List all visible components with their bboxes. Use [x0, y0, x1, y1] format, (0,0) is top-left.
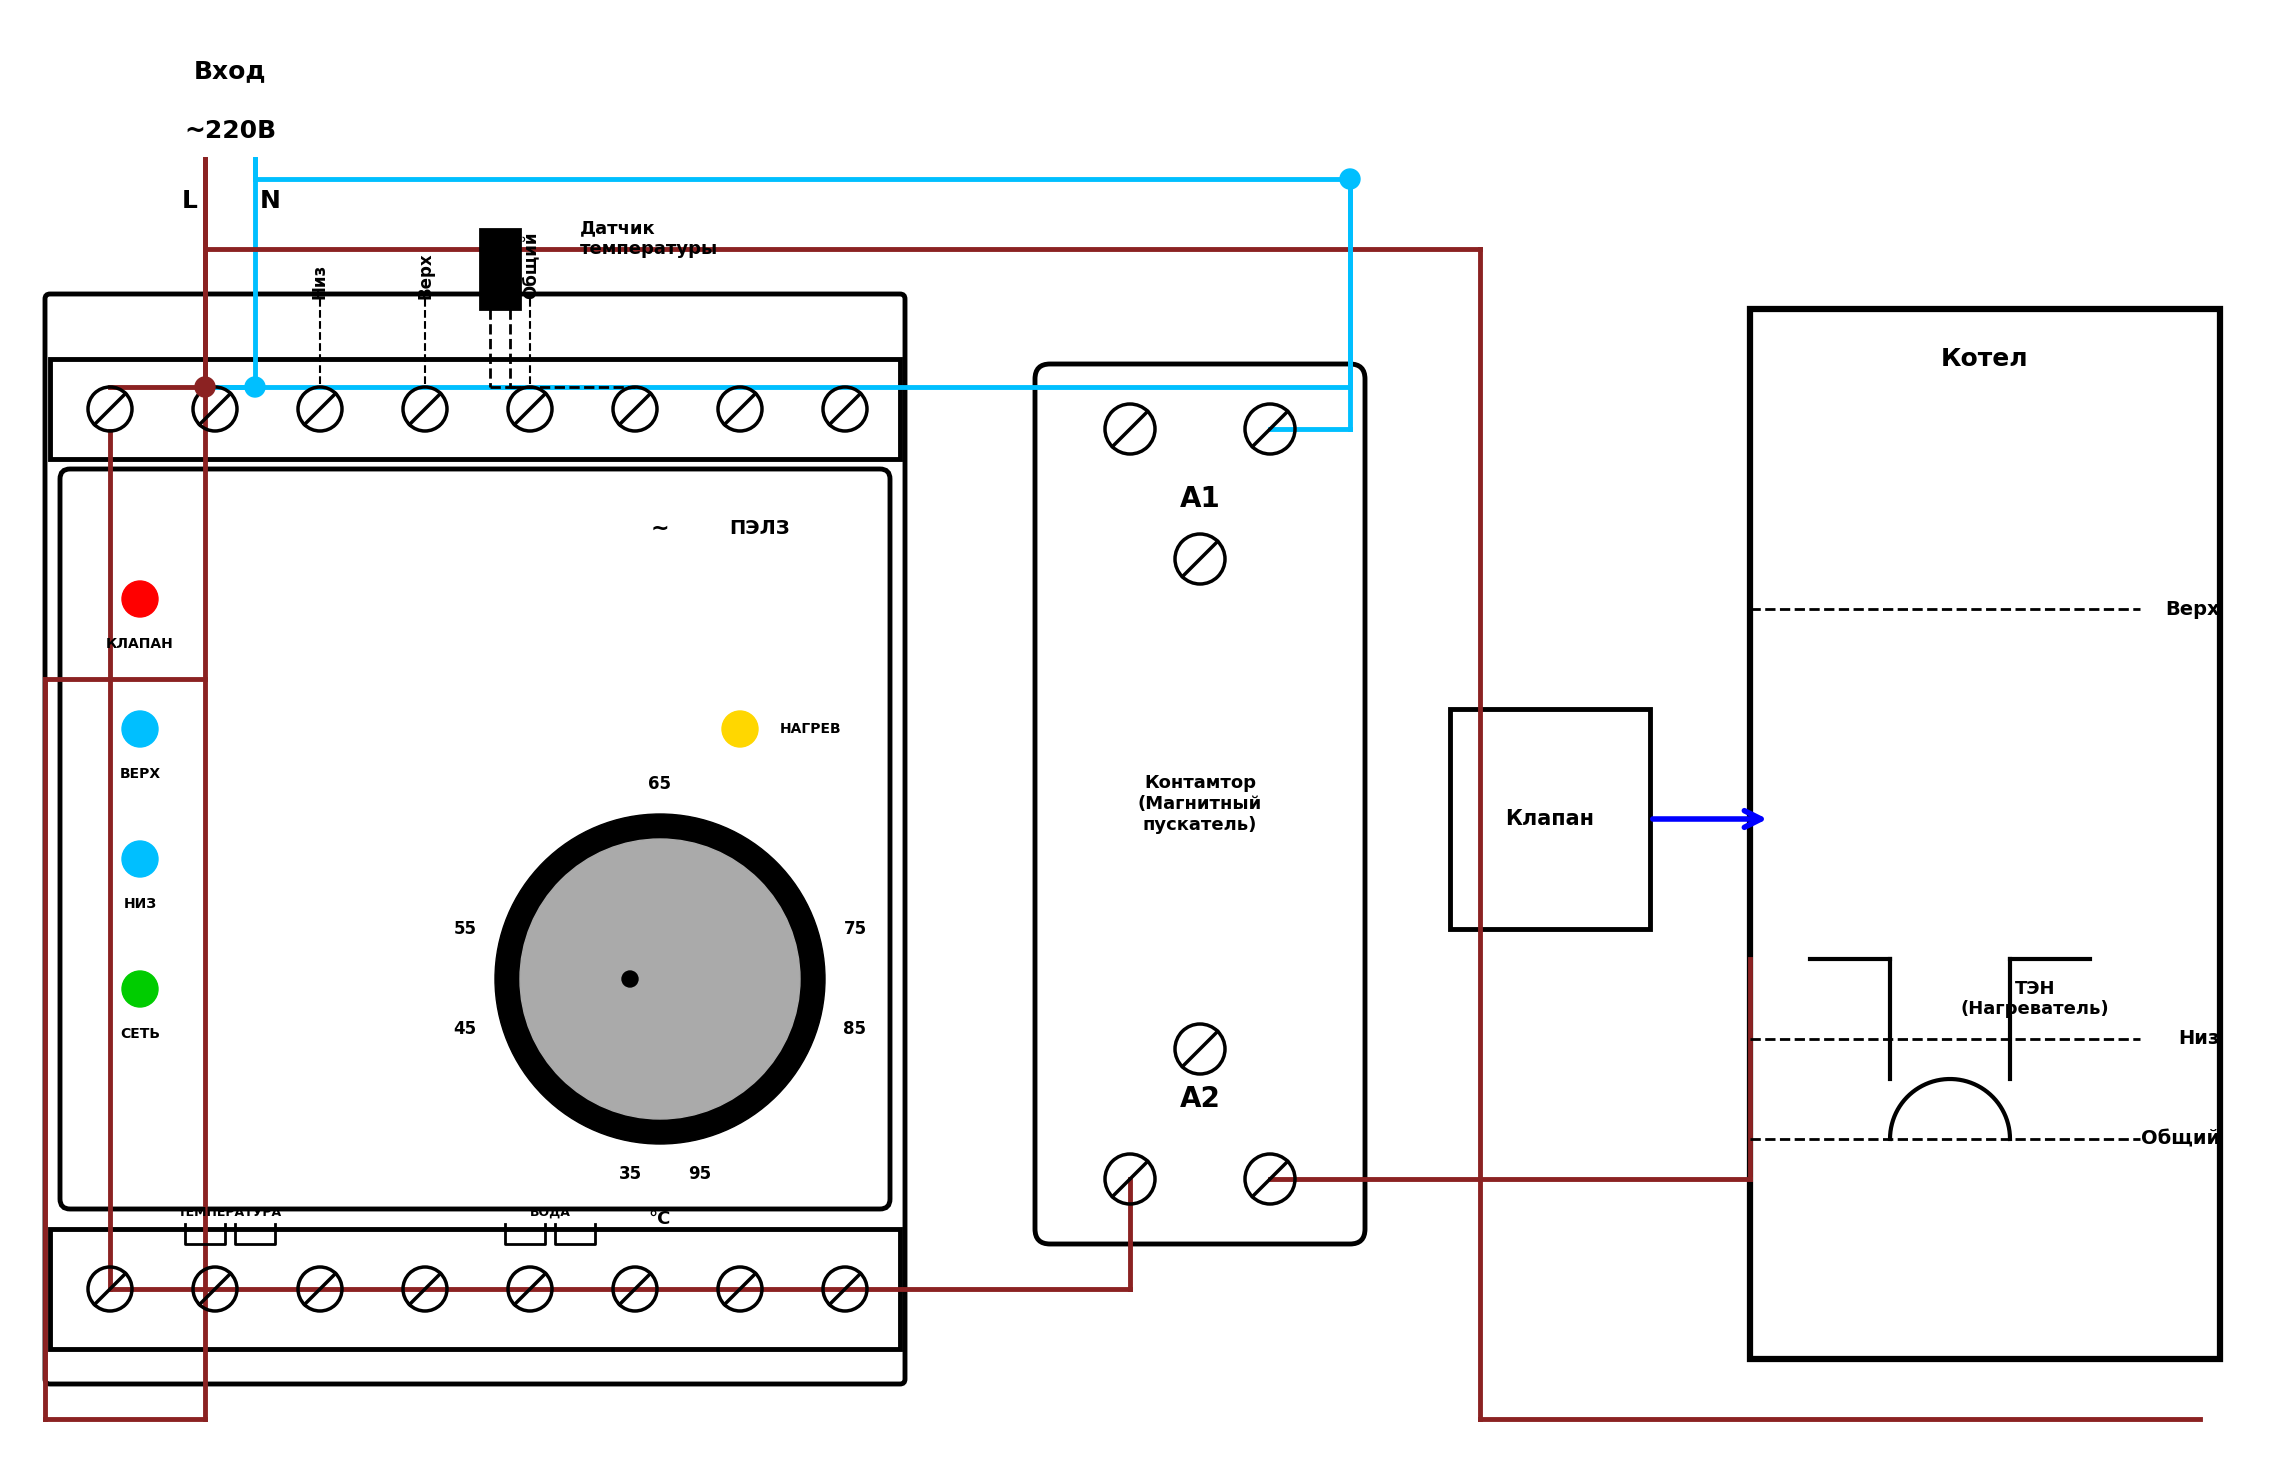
Text: ПЭЛЗ: ПЭЛЗ [730, 519, 790, 538]
Text: Клапан: Клапан [1506, 809, 1595, 830]
Circle shape [121, 581, 158, 617]
Circle shape [520, 839, 799, 1120]
Text: 35: 35 [618, 1165, 641, 1183]
Text: A2: A2 [1179, 1086, 1220, 1114]
Text: L: L [183, 189, 197, 213]
Text: Общий: Общий [522, 232, 538, 299]
FancyBboxPatch shape [46, 294, 904, 1384]
Text: A1: A1 [1179, 485, 1220, 513]
Circle shape [121, 711, 158, 747]
Text: НИЗ: НИЗ [124, 896, 156, 911]
Text: N: N [259, 189, 282, 213]
Text: ~: ~ [650, 519, 668, 538]
Text: КЛАПАН: КЛАПАН [105, 637, 174, 651]
FancyBboxPatch shape [1035, 364, 1364, 1244]
Circle shape [245, 377, 266, 396]
Text: ВЕРХ: ВЕРХ [119, 768, 160, 781]
Text: Вход: Вход [195, 59, 266, 83]
Bar [1751, 309, 2220, 1359]
Text: Низ: Низ [2179, 1029, 2220, 1049]
FancyArrowPatch shape [1653, 810, 1760, 827]
Circle shape [1339, 169, 1360, 189]
Text: Датчик
температуры: Датчик температуры [579, 219, 719, 259]
Circle shape [195, 377, 215, 396]
Circle shape [623, 972, 639, 986]
Text: 95: 95 [689, 1165, 712, 1183]
Text: ТЕМПЕРАТУРА: ТЕМПЕРАТУРА [179, 1205, 282, 1219]
Text: 45: 45 [453, 1021, 476, 1038]
Text: ВОДА: ВОДА [529, 1205, 570, 1219]
Text: ТЭН
(Нагреватель): ТЭН (Нагреватель) [1962, 979, 2108, 1019]
Text: СЕТЬ: СЕТЬ [119, 1026, 160, 1041]
Text: Верх: Верх [2165, 599, 2220, 618]
Circle shape [494, 813, 824, 1143]
Text: Низ: Низ [311, 263, 330, 299]
FancyBboxPatch shape [60, 469, 890, 1208]
Text: ~220В: ~220В [183, 118, 277, 143]
Text: 55: 55 [453, 920, 476, 938]
Circle shape [721, 711, 758, 747]
Text: Котел: Котел [1941, 348, 2028, 371]
Text: Общий: Общий [2140, 1130, 2220, 1149]
Bar [481, 229, 520, 309]
Bar [50, 1229, 900, 1349]
Text: Верх: Верх [417, 253, 435, 299]
Text: °C: °C [648, 1210, 671, 1228]
Bar [50, 359, 900, 458]
Text: Контамтор
(Магнитный
пускатель): Контамтор (Магнитный пускатель) [1138, 774, 1261, 834]
Text: 85: 85 [845, 1021, 868, 1038]
Text: 65: 65 [648, 775, 671, 793]
Circle shape [121, 842, 158, 877]
Text: НАГРЕВ: НАГРЕВ [781, 722, 842, 737]
Circle shape [121, 972, 158, 1007]
Text: 75: 75 [842, 920, 868, 938]
Bar [1449, 708, 1650, 929]
